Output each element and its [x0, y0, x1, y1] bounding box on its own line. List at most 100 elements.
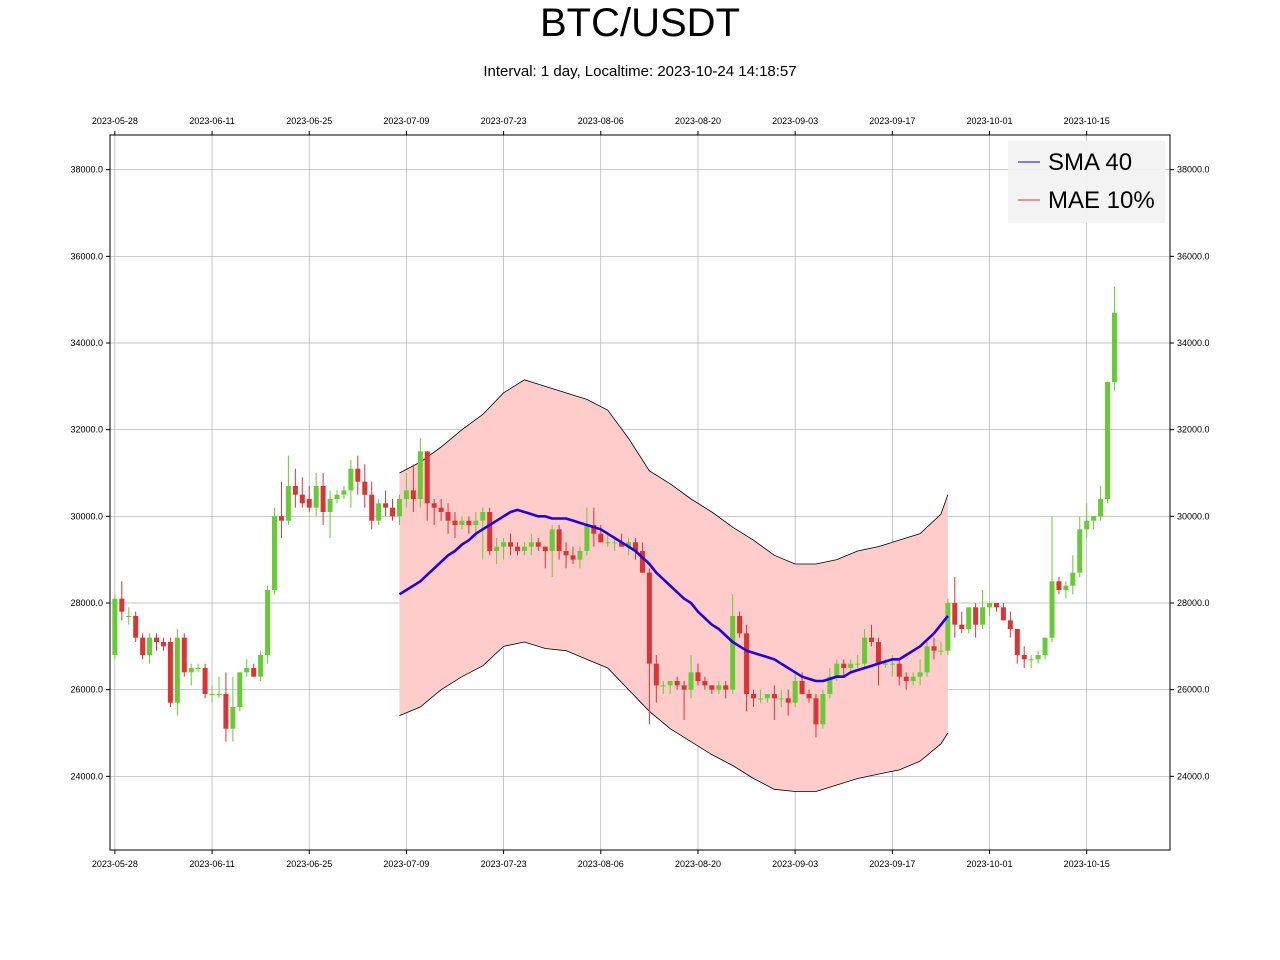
candle — [542, 546, 548, 569]
candle-body — [785, 698, 791, 703]
candle — [730, 594, 736, 694]
candle — [1098, 486, 1104, 521]
candle — [480, 507, 486, 560]
candle — [744, 624, 750, 712]
x-tick-label-bottom: 2023-06-25 — [286, 859, 332, 869]
candle — [632, 538, 638, 560]
y-tick-label-right: 28000.0 — [1177, 598, 1210, 608]
candle-body — [542, 546, 548, 551]
y-tick-label-right: 32000.0 — [1177, 425, 1210, 435]
candle-body — [750, 694, 756, 699]
candle-body — [862, 637, 868, 664]
candle — [980, 590, 986, 629]
y-tick-label-right: 30000.0 — [1177, 511, 1210, 521]
candle — [133, 611, 139, 642]
candle-body — [806, 694, 812, 699]
candle — [619, 533, 625, 547]
x-tick-label-top: 2023-09-17 — [869, 116, 915, 126]
candle — [355, 455, 361, 495]
candle-body — [882, 663, 888, 665]
candle-body — [639, 551, 645, 573]
candle — [487, 507, 493, 556]
candle — [237, 672, 243, 712]
candle — [438, 499, 444, 521]
candle-body — [202, 668, 208, 694]
candle — [508, 533, 514, 556]
candle — [244, 659, 250, 677]
candle — [292, 468, 298, 508]
candle-body — [299, 494, 305, 504]
candle — [896, 659, 902, 686]
candle — [973, 603, 979, 638]
candle — [577, 546, 583, 569]
candle — [737, 611, 743, 638]
candle-body — [181, 637, 187, 673]
candle-body — [646, 572, 652, 664]
candle-body — [792, 681, 798, 703]
candle — [952, 577, 958, 638]
candle — [813, 694, 819, 738]
candle-body — [730, 616, 736, 690]
candle-body — [980, 607, 986, 625]
candle — [348, 460, 354, 508]
candle — [757, 689, 763, 703]
candle — [230, 676, 236, 742]
candle — [306, 486, 312, 512]
candle-body — [126, 616, 132, 617]
candle — [417, 438, 423, 508]
candle — [771, 685, 777, 720]
candle-body — [265, 590, 271, 655]
candle-body — [945, 603, 951, 651]
candle-body — [820, 694, 826, 725]
candle-body — [334, 494, 340, 499]
candle — [126, 607, 132, 625]
candle-body — [355, 468, 361, 482]
y-tick-label-right: 36000.0 — [1177, 251, 1210, 261]
candle-body — [272, 516, 278, 590]
candle — [792, 672, 798, 707]
candle — [723, 681, 729, 699]
candle-body — [598, 533, 604, 543]
candle-body — [410, 490, 416, 499]
candle-body — [674, 681, 680, 686]
candle-body — [376, 503, 382, 521]
candle-body — [709, 685, 715, 690]
candle-body — [452, 520, 458, 525]
x-tick-label-top: 2023-09-03 — [772, 116, 818, 126]
candle-body — [417, 451, 423, 499]
candle — [598, 525, 604, 543]
candle-body — [133, 616, 139, 638]
candle-body — [1000, 607, 1006, 621]
y-tick-label-left: 30000.0 — [70, 511, 103, 521]
candle-body — [494, 546, 500, 551]
candle-body — [244, 668, 250, 673]
candle — [646, 568, 652, 725]
candle-body — [896, 663, 902, 677]
candle — [848, 659, 854, 673]
mae-envelope — [399, 379, 949, 792]
candle-body — [403, 490, 409, 499]
candle-body — [140, 637, 146, 655]
candle-body — [1063, 585, 1069, 590]
candle — [216, 676, 222, 699]
x-tick-label-bottom: 2023-08-06 — [578, 859, 624, 869]
candle-body — [931, 646, 937, 651]
candle — [716, 681, 722, 694]
y-tick-label-right: 38000.0 — [1177, 165, 1210, 175]
candle — [869, 624, 875, 647]
candle-body — [973, 607, 979, 625]
x-tick-label-bottom: 2023-09-17 — [869, 859, 915, 869]
candle-body — [841, 663, 847, 668]
candle-body — [237, 672, 243, 707]
candle-body — [501, 542, 507, 547]
candle — [369, 481, 375, 530]
candle — [272, 507, 278, 595]
x-tick-label-bottom: 2023-08-20 — [675, 859, 721, 869]
x-tick-label-top: 2023-08-20 — [675, 116, 721, 126]
candle — [875, 637, 881, 686]
candle-body — [431, 503, 437, 508]
candle — [1084, 503, 1090, 538]
candle — [563, 542, 569, 569]
candle-body — [813, 698, 819, 725]
